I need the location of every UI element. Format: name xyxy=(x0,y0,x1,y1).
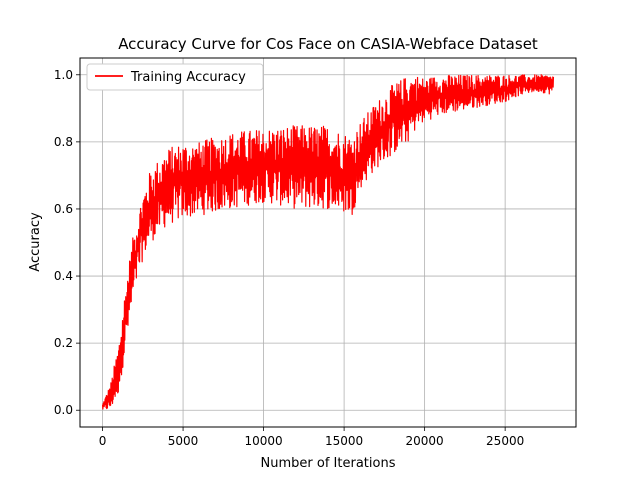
x-tick-label: 5000 xyxy=(168,434,199,448)
legend: Training Accuracy xyxy=(86,63,264,91)
x-tick-label: 10000 xyxy=(244,434,282,448)
y-tick-label: 0.6 xyxy=(54,202,73,216)
x-tick-label: 20000 xyxy=(406,434,444,448)
x-axis-ticks: 0 5000 10000 15000 20000 25000 xyxy=(99,427,524,448)
y-axis-ticks: 0.0 0.2 0.4 0.6 0.8 1.0 xyxy=(54,68,80,417)
x-axis-label: Number of Iterations xyxy=(261,456,396,471)
x-tick-label: 0 xyxy=(99,434,107,448)
y-tick-label: 0.0 xyxy=(54,403,73,417)
line-training-accuracy xyxy=(101,74,555,410)
y-tick-label: 0.8 xyxy=(54,135,73,149)
y-axis-label: Accuracy xyxy=(28,212,43,272)
chart-title: Accuracy Curve for Cos Face on CASIA-Web… xyxy=(118,35,538,53)
y-tick-label: 0.4 xyxy=(54,269,73,283)
legend-label-training-accuracy: Training Accuracy xyxy=(130,70,246,85)
y-tick-label: 0.2 xyxy=(54,336,73,350)
x-tick-label: 25000 xyxy=(486,434,524,448)
y-tick-label: 1.0 xyxy=(54,68,73,82)
legend-box xyxy=(86,63,264,91)
plot-frame xyxy=(79,57,577,428)
series-training-accuracy xyxy=(101,74,555,410)
x-tick-label: 15000 xyxy=(325,434,363,448)
